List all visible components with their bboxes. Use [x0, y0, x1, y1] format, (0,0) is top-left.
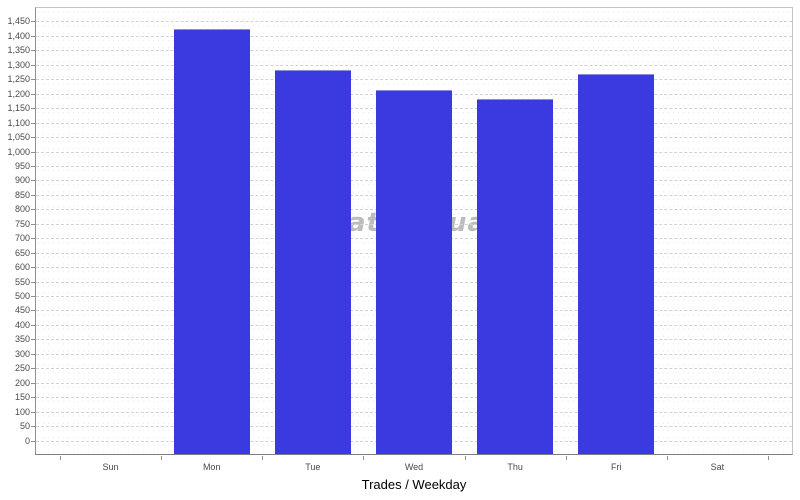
y-tick-label: 100 — [14, 406, 30, 417]
y-tick-label: 350 — [14, 334, 30, 345]
y-tick-label: 400 — [14, 319, 30, 330]
y-tick-mark — [31, 209, 35, 211]
y-tick-mark — [31, 79, 35, 81]
y-gridline — [36, 64, 792, 66]
y-tick-label: 1,200 — [7, 88, 30, 99]
y-gridline — [36, 21, 792, 23]
x-tick-label-sat: Sat — [710, 462, 725, 472]
y-tick-label: 600 — [14, 262, 30, 273]
y-tick-mark — [31, 93, 35, 95]
bar-thu[interactable] — [477, 99, 554, 454]
y-tick-mark — [31, 252, 35, 254]
y-tick-label: 0 — [24, 435, 30, 446]
y-tick-label: 300 — [14, 348, 30, 359]
y-tick-mark — [31, 194, 35, 196]
y-tick-mark — [31, 440, 35, 442]
bar-tue[interactable] — [274, 70, 351, 454]
y-tick-mark — [31, 281, 35, 283]
x-tick-mark — [464, 456, 466, 460]
x-tick-label-thu: Thu — [507, 462, 523, 472]
bar-fri[interactable] — [578, 74, 655, 454]
y-gridline — [36, 50, 792, 52]
y-tick-mark — [31, 50, 35, 52]
x-tick-label-tue: Tue — [305, 462, 321, 472]
y-tick-mark — [31, 64, 35, 66]
y-tick-mark — [31, 296, 35, 298]
y-tick-label: 1,250 — [7, 74, 30, 85]
y-tick-label: 1,100 — [7, 117, 30, 128]
y-tick-label: 250 — [14, 363, 30, 374]
x-tick-label-sun: Sun — [102, 462, 119, 472]
y-tick-label: 550 — [14, 276, 30, 287]
y-tick-mark — [31, 180, 35, 182]
y-tick-mark — [31, 223, 35, 225]
x-tick-label-fri: Fri — [611, 462, 622, 472]
x-tick-mark — [262, 456, 264, 460]
y-tick-mark — [31, 353, 35, 355]
y-tick-label: 900 — [14, 175, 30, 186]
y-tick-mark — [31, 368, 35, 370]
watermark-fragment: at — [348, 208, 380, 238]
x-tick-label-mon: Mon — [202, 462, 221, 472]
y-tick-label: 450 — [14, 305, 30, 316]
y-gridline — [36, 35, 792, 37]
y-tick-mark — [31, 267, 35, 269]
x-axis-title: Trades / Weekday — [361, 477, 467, 492]
y-tick-mark — [31, 411, 35, 413]
y-tick-label: 150 — [14, 392, 30, 403]
y-tick-label: 50 — [19, 421, 30, 432]
y-tick-mark — [31, 35, 35, 37]
y-tick-mark — [31, 108, 35, 110]
x-tick-mark — [565, 456, 567, 460]
y-tick-label: 700 — [14, 233, 30, 244]
x-tick-mark — [363, 456, 365, 460]
y-tick-mark — [31, 310, 35, 312]
x-tick-mark — [666, 456, 668, 460]
y-tick-mark — [31, 426, 35, 428]
x-tick-mark — [768, 456, 769, 460]
y-tick-mark — [31, 397, 35, 399]
y-tick-label: 1,450 — [7, 16, 30, 27]
y-tick-mark — [31, 137, 35, 139]
y-tick-label: 1,050 — [7, 132, 30, 143]
y-tick-label: 1,300 — [7, 59, 30, 70]
y-tick-label: 850 — [14, 189, 30, 200]
y-tick-label: 950 — [14, 160, 30, 171]
x-tick-label-wed: Wed — [404, 462, 424, 472]
y-tick-mark — [31, 324, 35, 326]
y-gridline — [36, 79, 792, 81]
y-tick-mark — [31, 238, 35, 240]
bar-mon[interactable] — [173, 28, 250, 454]
x-tick-mark — [60, 456, 61, 460]
y-tick-label: 750 — [14, 218, 30, 229]
y-tick-mark — [31, 151, 35, 153]
y-tick-label: 1,150 — [7, 103, 30, 114]
y-tick-label: 650 — [14, 247, 30, 258]
y-tick-label: 1,400 — [7, 30, 30, 41]
y-tick-label: 1,000 — [7, 146, 30, 157]
y-tick-label: 200 — [14, 377, 30, 388]
y-tick-mark — [31, 339, 35, 341]
bar-wed[interactable] — [376, 89, 452, 454]
y-tick-mark — [31, 165, 35, 167]
y-tick-mark — [31, 382, 35, 384]
x-tick-mark — [161, 456, 163, 460]
y-tick-label: 800 — [14, 204, 30, 215]
y-tick-mark — [31, 122, 35, 124]
y-tick-mark — [31, 21, 35, 23]
y-tick-label: 500 — [14, 291, 30, 302]
y-tick-label: 1,350 — [7, 45, 30, 56]
